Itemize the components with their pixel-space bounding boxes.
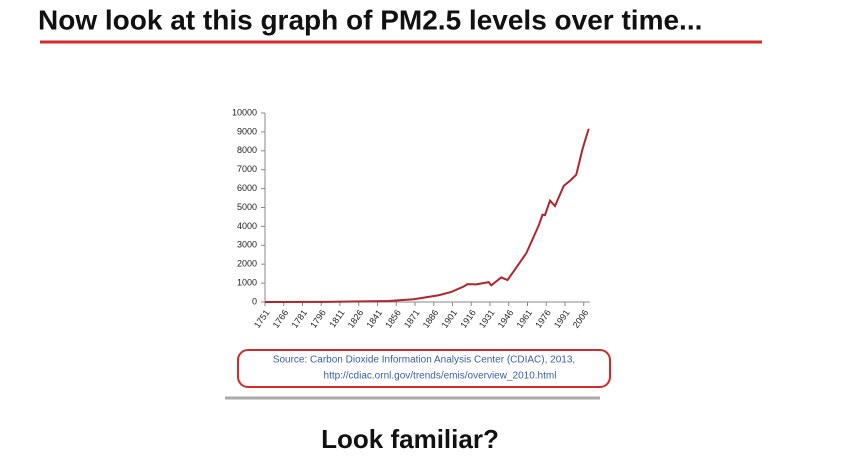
y-tick-label: 1000 — [237, 277, 257, 287]
y-tick-label: 10000 — [232, 107, 257, 117]
slide-title: Now look at this graph of PM2.5 levels o… — [38, 4, 702, 35]
y-tick-label: 5000 — [237, 202, 257, 212]
source-box — [237, 349, 611, 388]
y-tick-label: 6000 — [237, 183, 257, 193]
x-tick-label: 1871 — [402, 308, 422, 330]
source-url: http://cdiac.ornl.gov/trends/emis/overvi… — [324, 371, 557, 382]
y-tick-label: 2000 — [237, 259, 257, 269]
x-tick-label: 1946 — [496, 308, 516, 330]
x-tick-label: 1751 — [252, 308, 272, 330]
x-tick-label: 1976 — [533, 308, 553, 330]
x-tick-label: 1811 — [327, 308, 346, 330]
x-tick-label: 1901 — [439, 308, 459, 330]
y-tick-label: 9000 — [237, 126, 257, 136]
y-tick-label: 4000 — [237, 221, 257, 231]
y-tick-label: 0 — [252, 296, 257, 306]
x-tick-label: 1841 — [364, 308, 384, 330]
x-tick-label: 1766 — [271, 308, 291, 330]
x-tick-label: 1991 — [552, 308, 572, 330]
x-tick-label: 1796 — [308, 308, 328, 330]
x-tick-label: 1931 — [477, 308, 497, 330]
y-tick-label: 7000 — [237, 164, 257, 174]
y-tick-label: 8000 — [237, 145, 257, 155]
x-tick-label: 1781 — [289, 308, 309, 330]
x-tick-label: 1856 — [383, 308, 403, 330]
y-tick-label: 3000 — [237, 240, 257, 250]
line-series — [264, 128, 590, 303]
x-tick-label: 1826 — [346, 308, 366, 330]
x-tick-label: 1916 — [458, 308, 478, 330]
source-text: Source: Carbon Dioxide Information Analy… — [273, 355, 575, 366]
x-tick-label: 1886 — [421, 308, 441, 330]
x-tick-label: 1961 — [514, 308, 534, 330]
x-tick-label: 2006 — [571, 308, 591, 330]
footer-text: Look familiar? — [321, 424, 499, 454]
